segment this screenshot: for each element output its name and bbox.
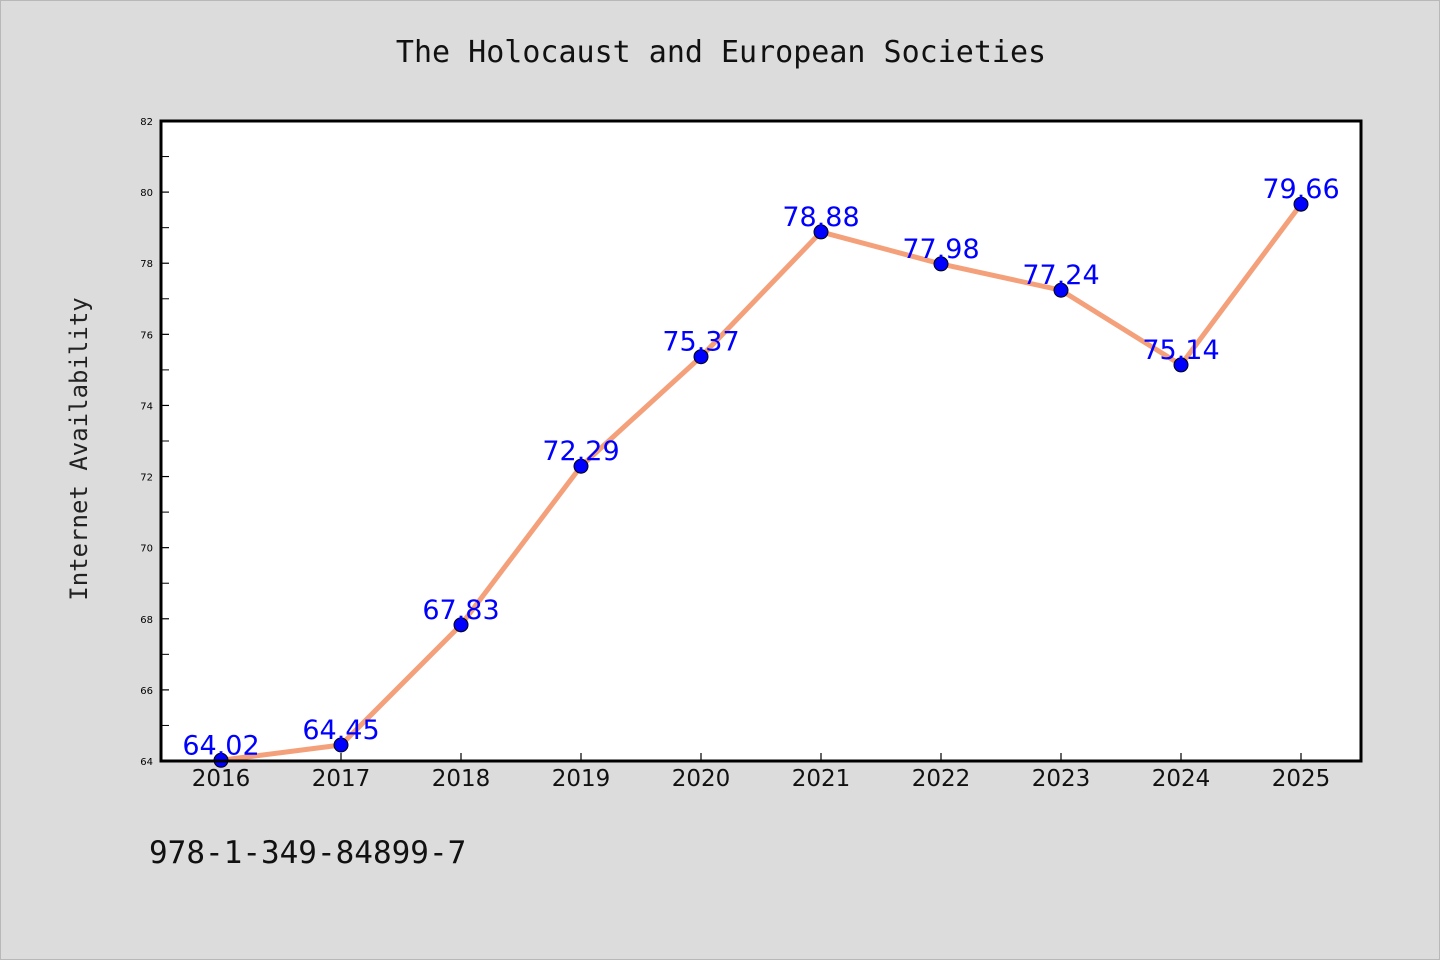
data-points (213, 196, 1309, 768)
data-label: 64.02 (182, 730, 259, 761)
data-labels: 64.02 64.45 67.83 72.29 75.37 78.88 77.98 77.24… (182, 174, 1339, 761)
x-tick-label: 2022 (912, 766, 971, 792)
y-tick-label: 68 (140, 615, 153, 626)
y-tick-label: 64 (140, 757, 153, 768)
x-tick-label: 2024 (1152, 766, 1211, 792)
data-point (1293, 196, 1309, 212)
data-point (333, 737, 349, 753)
y-tick-label: 78 (140, 259, 153, 270)
x-tick-label: 2016 (192, 766, 251, 792)
data-label: 75.14 (1142, 335, 1219, 366)
data-label: 78.88 (782, 202, 859, 233)
data-point (453, 617, 469, 633)
chart-title: The Holocaust and European Societies (395, 35, 1047, 70)
data-label: 77.98 (902, 234, 979, 265)
data-point (1173, 357, 1189, 373)
y-tick-label: 74 (140, 401, 153, 412)
x-tick-label: 2023 (1032, 766, 1091, 792)
x-tick-label: 2020 (672, 766, 731, 792)
data-point (693, 349, 709, 365)
data-point (933, 256, 949, 272)
x-tick-label: 2019 (552, 766, 611, 792)
data-point (813, 224, 829, 240)
data-label: 79.66 (1262, 174, 1339, 205)
data-label: 72.29 (542, 436, 619, 467)
y-tick-label: 66 (140, 686, 153, 697)
y-tick-label: 76 (140, 330, 153, 341)
y-tick-label: 72 (140, 473, 153, 484)
y-tick-label: 70 (140, 544, 153, 555)
data-label: 75.37 (662, 327, 739, 358)
data-label: 64.45 (302, 715, 379, 746)
x-tick-label: 2021 (792, 766, 851, 792)
isbn-text: 978-1-349-84899-7 (149, 835, 467, 871)
x-tick-label: 2018 (432, 766, 491, 792)
data-point (573, 458, 589, 474)
data-label: 77.24 (1022, 260, 1099, 291)
series-line (218, 201, 1304, 763)
data-point (1053, 282, 1069, 298)
data-label: 67.83 (422, 595, 499, 626)
x-tick-label: 2025 (1272, 766, 1331, 792)
plot-frame (159, 119, 1363, 763)
x-axis: 2016 2017 2018 2019 2020 2021 2022 2023 2024 2025 (192, 753, 1331, 792)
y-tick-label: 82 (140, 117, 153, 128)
plot-area (161, 121, 1361, 761)
x-tick-label: 2017 (312, 766, 371, 792)
y-tick-label: 80 (140, 188, 153, 199)
